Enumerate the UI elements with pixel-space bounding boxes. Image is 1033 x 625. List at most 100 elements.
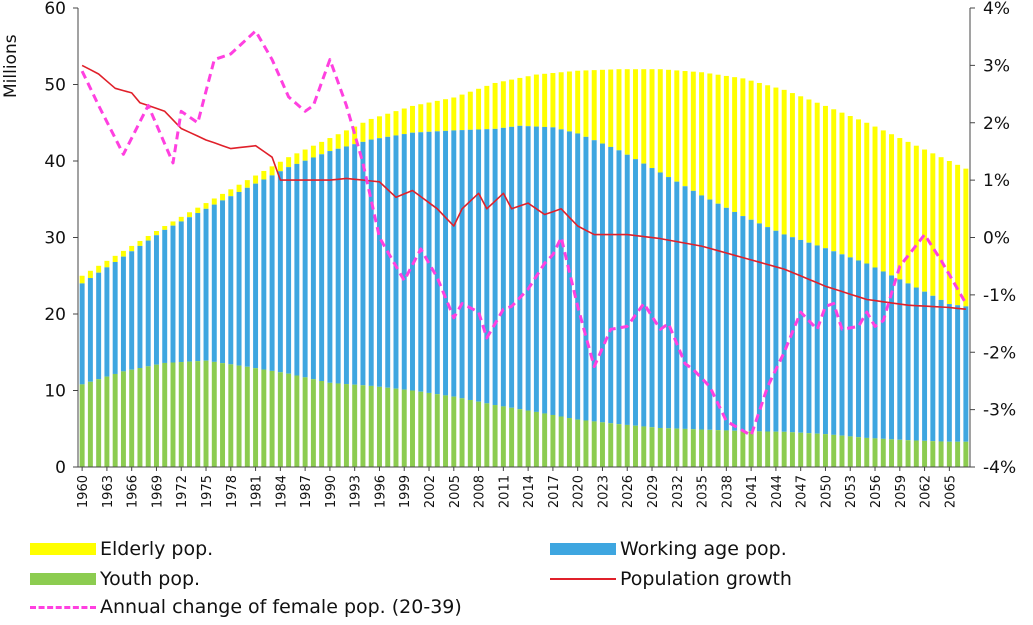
- bar-elderly-1991: [335, 134, 341, 149]
- x-tick-label: 2035: [696, 475, 711, 508]
- bar-elderly-2003: [434, 100, 440, 132]
- y-tick-label-right: -3%: [983, 401, 1016, 421]
- bar-youth-1991: [335, 383, 341, 467]
- bar-elderly-2059: [897, 138, 903, 280]
- bar-working-2064: [938, 299, 944, 442]
- x-tick-label: 1963: [101, 475, 116, 508]
- x-tick-label: 2020: [572, 475, 587, 508]
- bar-working-1960: [79, 283, 85, 385]
- bar-elderly-1980: [244, 180, 250, 188]
- legend-youth: Youth pop.: [30, 568, 200, 590]
- bar-youth-2006: [459, 398, 465, 467]
- bar-working-2006: [459, 130, 465, 399]
- bar-elderly-2026: [624, 69, 630, 155]
- bar-youth-1975: [203, 360, 209, 467]
- bar-youth-2002: [426, 392, 432, 467]
- bar-elderly-1994: [360, 122, 366, 142]
- bar-youth-2053: [847, 436, 853, 467]
- x-tick-label: 2062: [919, 475, 934, 508]
- x-tick-label: 2008: [473, 475, 488, 508]
- bar-working-1996: [376, 138, 382, 387]
- bar-working-1990: [327, 151, 333, 383]
- bar-working-1976: [211, 204, 217, 362]
- bar-elderly-2001: [418, 104, 424, 133]
- x-tick-label: 2065: [943, 475, 958, 508]
- bar-elderly-1961: [87, 270, 93, 279]
- bar-elderly-2067: [963, 168, 969, 307]
- bar-working-1984: [277, 171, 283, 373]
- x-tick-label: 2017: [547, 475, 562, 508]
- bar-working-1993: [352, 144, 358, 385]
- bar-working-1977: [220, 200, 226, 364]
- bar-working-1973: [187, 217, 192, 362]
- bar-youth-2033: [682, 428, 688, 467]
- bar-elderly-1988: [310, 145, 316, 158]
- bar-working-2036: [707, 199, 713, 430]
- bar-elderly-2048: [806, 99, 812, 243]
- bar-elderly-1982: [261, 170, 267, 180]
- legend-growth: Population growth: [550, 568, 792, 590]
- line-female-pop-change: [80, 29, 968, 437]
- bar-working-2012: [509, 126, 515, 408]
- bar-working-2063: [930, 295, 936, 442]
- y-tick-label-left: 60: [44, 0, 66, 19]
- y-axis-label: Millions: [1, 34, 21, 98]
- bar-elderly-1996: [376, 116, 382, 139]
- bar-working-1961: [87, 278, 93, 382]
- bar-elderly-2053: [847, 116, 853, 258]
- bar-youth-2067: [963, 441, 969, 467]
- x-tick-label: 1972: [175, 475, 190, 508]
- y-tick-label-right: 0%: [983, 229, 1010, 249]
- bar-youth-2017: [550, 414, 556, 467]
- bar-working-2066: [955, 305, 961, 442]
- bar-working-2045: [781, 234, 787, 432]
- bar-working-2028: [641, 163, 647, 427]
- y-tick-label-left: 0: [55, 458, 66, 478]
- bar-elderly-2000: [410, 105, 415, 133]
- x-tick-label: 1987: [299, 475, 314, 508]
- x-tick-label: 2023: [596, 475, 611, 508]
- bar-youth-2000: [410, 390, 415, 467]
- bar-elderly-1974: [195, 207, 201, 214]
- bar-working-2005: [451, 130, 457, 397]
- bar-elderly-1969: [153, 230, 159, 236]
- bar-youth-2014: [525, 410, 531, 467]
- x-tick-label: 1996: [373, 475, 388, 508]
- bar-working-2032: [674, 181, 680, 429]
- bar-youth-2021: [583, 420, 589, 467]
- bar-working-2021: [583, 136, 589, 421]
- bar-elderly-2043: [765, 85, 771, 228]
- bar-working-2043: [765, 227, 771, 432]
- bar-youth-2024: [608, 423, 614, 467]
- bar-youth-1973: [187, 361, 192, 467]
- bar-elderly-2018: [558, 72, 564, 130]
- bar-youth-1968: [145, 366, 151, 467]
- bar-working-2051: [831, 251, 837, 435]
- bar-youth-1971: [170, 362, 176, 467]
- x-tick-label: 1966: [126, 475, 141, 508]
- bar-youth-2047: [798, 432, 804, 467]
- bar-working-1974: [195, 213, 201, 362]
- bar-working-2029: [649, 168, 655, 428]
- bar-elderly-1965: [120, 250, 126, 257]
- bar-working-1962: [96, 272, 102, 380]
- bar-working-1981: [253, 183, 259, 369]
- bar-youth-2041: [748, 431, 754, 467]
- bar-elderly-2035: [699, 72, 705, 196]
- bar-elderly-2029: [649, 69, 655, 169]
- bar-elderly-2040: [740, 78, 746, 217]
- bar-youth-2062: [922, 440, 928, 467]
- bar-elderly-2023: [599, 69, 605, 144]
- bar-working-2027: [633, 159, 638, 426]
- y-tick-label-right: 3%: [983, 56, 1010, 76]
- bar-elderly-2002: [426, 102, 432, 132]
- bar-youth-1986: [294, 375, 300, 467]
- bar-youth-1984: [277, 372, 283, 467]
- bar-youth-1962: [96, 379, 102, 467]
- bar-youth-2010: [492, 405, 498, 467]
- bar-elderly-2066: [955, 164, 961, 306]
- x-tick-label: 2047: [795, 475, 810, 508]
- bar-youth-1976: [211, 361, 217, 467]
- y-tick-label-right: -1%: [983, 286, 1016, 306]
